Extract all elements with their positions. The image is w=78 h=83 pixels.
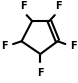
Text: F: F: [55, 1, 62, 11]
Text: F: F: [37, 68, 44, 78]
Text: F: F: [1, 41, 8, 51]
Text: F: F: [20, 1, 26, 11]
Text: F: F: [70, 41, 77, 51]
